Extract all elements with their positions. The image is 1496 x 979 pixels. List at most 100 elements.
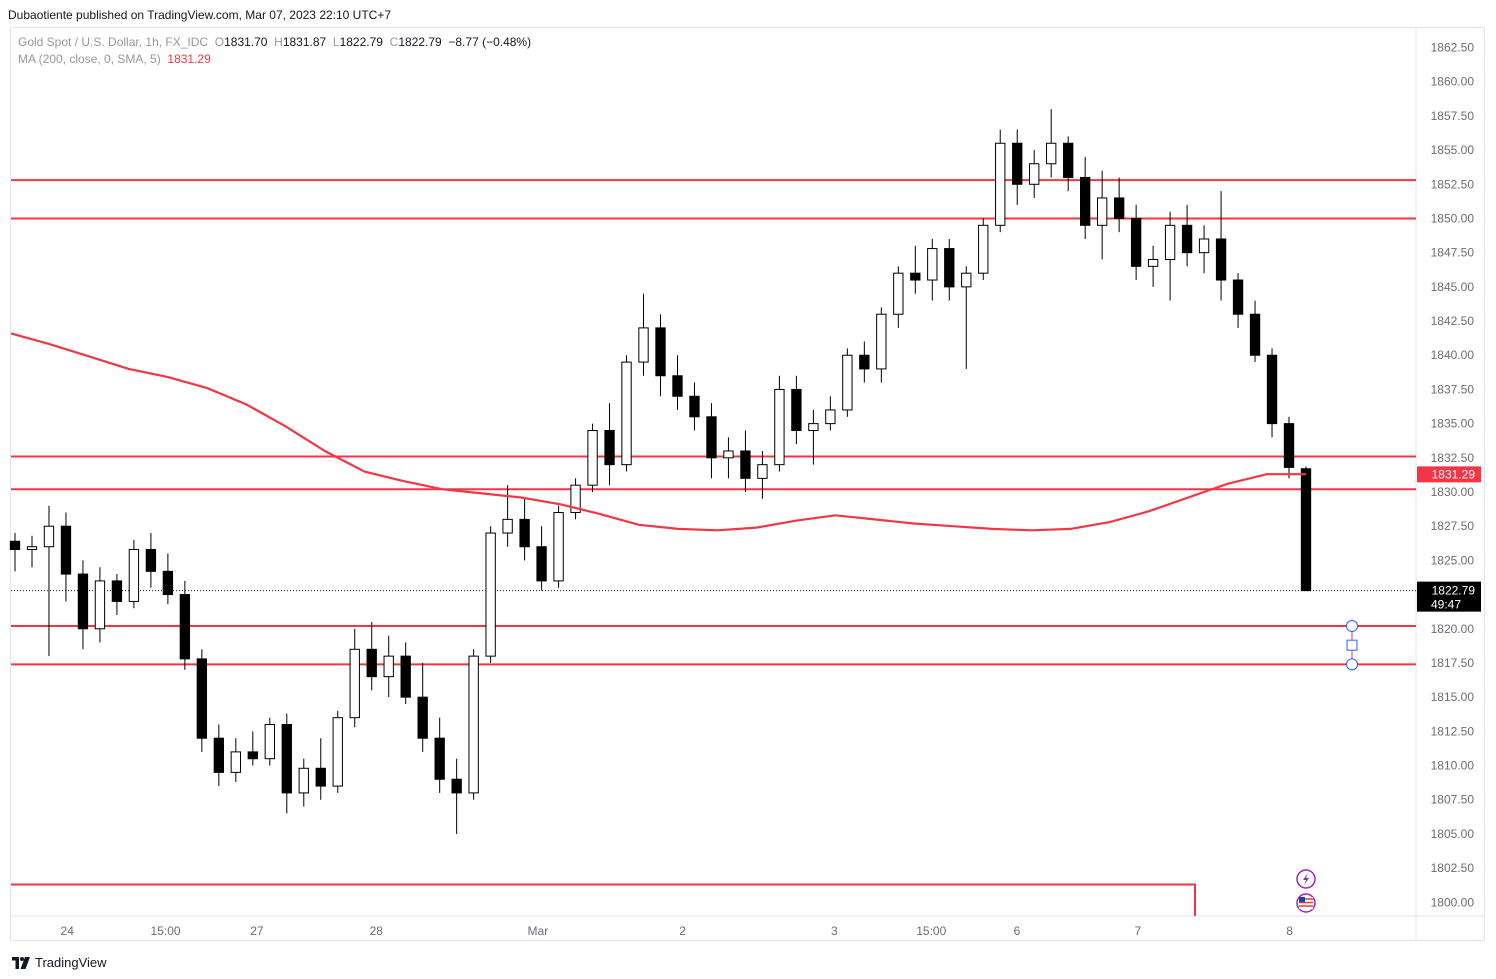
candle-body — [400, 655, 411, 698]
y-tick-label: 1815.00 — [1431, 690, 1475, 704]
us-flag-icon[interactable] — [1296, 893, 1316, 913]
legend-close: 1822.79 — [398, 35, 442, 49]
candle-body — [1181, 224, 1193, 254]
y-tick-label: 1812.50 — [1431, 724, 1475, 738]
candle-body — [740, 450, 751, 479]
candle-body — [468, 655, 479, 794]
candle-body — [995, 142, 1006, 226]
candle-body — [451, 778, 462, 794]
candle-body — [111, 580, 123, 602]
x-tick-label: 6 — [1014, 924, 1021, 938]
ma-price-tag-text: 1831.29 — [1432, 467, 1476, 481]
candle-body — [825, 409, 836, 425]
y-tick-label: 1832.50 — [1431, 451, 1475, 465]
candle-body — [910, 272, 921, 281]
candle-body — [213, 737, 225, 773]
candle-body — [927, 248, 938, 281]
candle-body — [638, 327, 649, 363]
candle-body — [1130, 217, 1142, 267]
time-axis[interactable]: 24 15:00 27 28 Mar 2 3 15:00 6 7 8 — [61, 924, 1294, 938]
legend-open: 1831.70 — [224, 35, 268, 49]
y-tick-label: 1840.00 — [1431, 348, 1475, 362]
candle-body — [502, 518, 513, 534]
candle-body — [604, 429, 615, 466]
candle-body — [1232, 279, 1244, 315]
x-tick-label: 2 — [679, 924, 686, 938]
candle-body — [366, 648, 377, 678]
y-tick-label: 1805.00 — [1431, 827, 1475, 841]
candle-body — [77, 573, 89, 630]
candle-body — [179, 594, 191, 660]
candle-body — [383, 655, 394, 678]
candle-body — [196, 658, 208, 739]
y-tick-label: 1842.50 — [1431, 314, 1475, 328]
candle-body — [26, 546, 38, 550]
y-tick-label: 1850.00 — [1431, 211, 1475, 225]
candle-body — [1249, 313, 1261, 356]
candle-body — [893, 272, 904, 315]
candle-body — [587, 429, 598, 486]
legend-ma-value: 1831.29 — [167, 52, 211, 66]
y-tick-label: 1825.00 — [1431, 553, 1475, 567]
candle-body — [723, 450, 734, 459]
drawing-handles[interactable] — [1346, 620, 1358, 671]
candle-body — [1079, 176, 1091, 226]
candle-body — [1283, 423, 1295, 468]
candle-body — [230, 751, 242, 773]
candle-body — [247, 751, 258, 760]
candle-body — [1147, 259, 1159, 267]
legend-open-label: O — [214, 35, 225, 49]
candle-body — [1046, 142, 1057, 165]
current-price-tag — [1417, 581, 1481, 612]
x-tick-label: 15:00 — [916, 924, 946, 938]
candle-body — [1215, 238, 1227, 281]
candle-body — [349, 648, 360, 719]
countdown-tag-text: 49:47 — [1431, 598, 1461, 612]
legend-symbol: Gold Spot / U.S. Dollar, 1h, FX_IDC — [18, 35, 209, 49]
legend-ma: MA (200, close, 0, SMA, 5) 1831.29 — [18, 52, 211, 66]
candle-body — [774, 388, 785, 466]
y-tick-label: 1855.00 — [1431, 143, 1475, 157]
candle-body — [485, 532, 496, 657]
candle-body — [434, 737, 445, 780]
y-tick-label: 1847.50 — [1431, 246, 1475, 260]
y-tick-label: 1802.50 — [1431, 861, 1475, 875]
candle-body — [43, 525, 55, 548]
chart-frame — [10, 27, 1485, 941]
y-tick-label: 1860.00 — [1431, 75, 1475, 89]
lightning-icon[interactable] — [1296, 869, 1316, 889]
y-tick-label: 1827.50 — [1431, 519, 1475, 533]
candle-body — [60, 525, 72, 575]
legend-change: −8.77 (−0.48%) — [448, 35, 532, 49]
candle-body — [1113, 197, 1125, 219]
candle-body — [536, 546, 547, 582]
x-tick-label: Mar — [528, 924, 549, 938]
candle-body — [1096, 197, 1108, 226]
drawing-handle-bottom — [1346, 658, 1358, 671]
legend-ohlc: Gold Spot / U.S. Dollar, 1h, FX_IDC O183… — [18, 35, 531, 49]
x-tick-label: 3 — [831, 924, 838, 938]
legend-ma-label: MA (200, close, 0, SMA, 5) — [18, 52, 161, 66]
x-tick-label: 28 — [370, 924, 384, 938]
candle-body — [94, 580, 106, 630]
candle-body — [519, 518, 530, 548]
publisher-line: Dubaotiente published on TradingView.com… — [8, 8, 392, 22]
candle-body — [281, 724, 292, 794]
candle-body — [689, 395, 700, 418]
tradingview-logo-icon — [12, 956, 30, 969]
candle-body — [1266, 354, 1278, 425]
y-tick-label: 1807.50 — [1431, 793, 1475, 807]
candle-body — [264, 724, 275, 760]
candle-body — [655, 327, 666, 377]
y-tick-label: 1862.50 — [1431, 41, 1475, 55]
candle-body — [961, 272, 972, 288]
candle-body — [1063, 142, 1074, 178]
candle-body — [1029, 163, 1040, 185]
y-tick-label: 1835.00 — [1431, 417, 1475, 431]
x-tick-label: 24 — [61, 924, 75, 938]
y-tick-label: 1817.50 — [1431, 656, 1475, 670]
legend-close-label: C — [389, 35, 399, 49]
x-tick-label: 8 — [1286, 924, 1293, 938]
x-tick-label: 7 — [1134, 924, 1141, 938]
